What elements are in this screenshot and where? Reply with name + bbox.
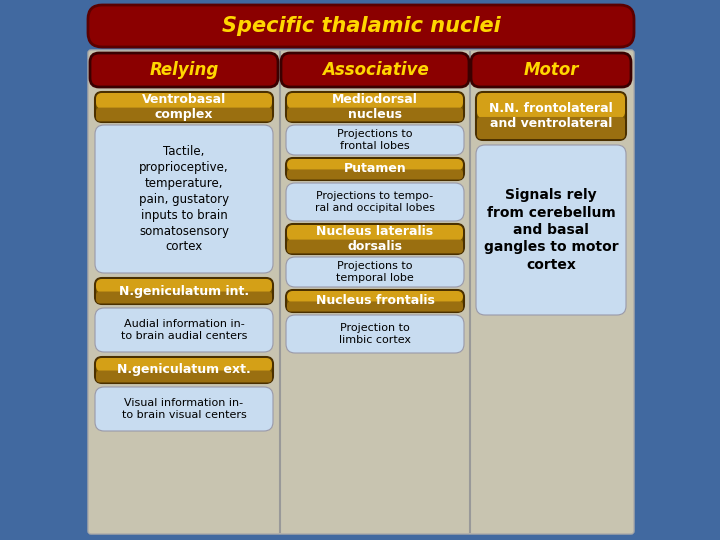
FancyBboxPatch shape (286, 224, 464, 254)
FancyBboxPatch shape (95, 92, 273, 122)
FancyBboxPatch shape (287, 301, 463, 312)
FancyBboxPatch shape (95, 278, 273, 304)
FancyBboxPatch shape (96, 370, 272, 382)
FancyBboxPatch shape (286, 257, 464, 287)
FancyBboxPatch shape (287, 225, 463, 241)
Polygon shape (0, 0, 88, 540)
FancyBboxPatch shape (476, 92, 626, 140)
Text: Projections to tempo-
ral and occipital lobes: Projections to tempo- ral and occipital … (315, 191, 435, 213)
FancyBboxPatch shape (476, 145, 626, 315)
FancyBboxPatch shape (286, 158, 464, 180)
FancyBboxPatch shape (477, 117, 625, 139)
Text: Audial information in-
to brain audial centers: Audial information in- to brain audial c… (121, 319, 247, 341)
FancyBboxPatch shape (88, 5, 634, 47)
Text: Nucleus frontalis: Nucleus frontalis (315, 294, 434, 307)
FancyBboxPatch shape (286, 92, 464, 122)
FancyBboxPatch shape (88, 50, 634, 534)
FancyBboxPatch shape (95, 387, 273, 431)
Text: N.geniculatum int.: N.geniculatum int. (119, 285, 249, 298)
FancyBboxPatch shape (95, 125, 273, 273)
FancyBboxPatch shape (96, 358, 272, 372)
FancyBboxPatch shape (286, 125, 464, 155)
Text: N.geniculatum ext.: N.geniculatum ext. (117, 363, 251, 376)
FancyBboxPatch shape (96, 279, 272, 293)
FancyBboxPatch shape (287, 107, 463, 122)
FancyBboxPatch shape (287, 93, 463, 109)
Text: Associative: Associative (322, 61, 428, 79)
Text: Visual information in-
to brain visual centers: Visual information in- to brain visual c… (122, 398, 246, 420)
FancyBboxPatch shape (287, 159, 463, 171)
FancyBboxPatch shape (96, 292, 272, 303)
Text: Putamen: Putamen (343, 163, 406, 176)
Text: Nucleus lateralis
dorsalis: Nucleus lateralis dorsalis (316, 225, 433, 253)
Text: N.N. frontolateral
and ventrolateral: N.N. frontolateral and ventrolateral (489, 102, 613, 130)
Text: Mediodorsal
nucleus: Mediodorsal nucleus (332, 93, 418, 121)
FancyBboxPatch shape (281, 53, 469, 87)
FancyBboxPatch shape (287, 170, 463, 180)
FancyBboxPatch shape (286, 315, 464, 353)
Text: Relying: Relying (149, 61, 219, 79)
Text: Motor: Motor (523, 61, 579, 79)
FancyBboxPatch shape (95, 308, 273, 352)
Text: Projections to
frontal lobes: Projections to frontal lobes (337, 129, 413, 151)
FancyBboxPatch shape (286, 183, 464, 221)
Text: Tactile,
proprioceptive,
temperature,
pain, gustatory
inputs to brain
somatosens: Tactile, proprioceptive, temperature, pa… (139, 145, 229, 253)
FancyBboxPatch shape (96, 107, 272, 122)
FancyBboxPatch shape (477, 93, 625, 118)
Text: Specific thalamic nuclei: Specific thalamic nuclei (222, 16, 500, 36)
Text: Signals rely
from cerebellum
and basal
gangles to motor
cortex: Signals rely from cerebellum and basal g… (484, 188, 618, 272)
Text: Projection to
limbic cortex: Projection to limbic cortex (339, 323, 411, 345)
FancyBboxPatch shape (96, 93, 272, 109)
FancyBboxPatch shape (471, 53, 631, 87)
Text: Projections to
temporal lobe: Projections to temporal lobe (336, 261, 414, 283)
FancyBboxPatch shape (90, 53, 278, 87)
Text: Ventrobasal
complex: Ventrobasal complex (142, 93, 226, 121)
FancyBboxPatch shape (287, 240, 463, 253)
FancyBboxPatch shape (95, 357, 273, 383)
FancyBboxPatch shape (286, 290, 464, 312)
FancyBboxPatch shape (287, 291, 463, 302)
